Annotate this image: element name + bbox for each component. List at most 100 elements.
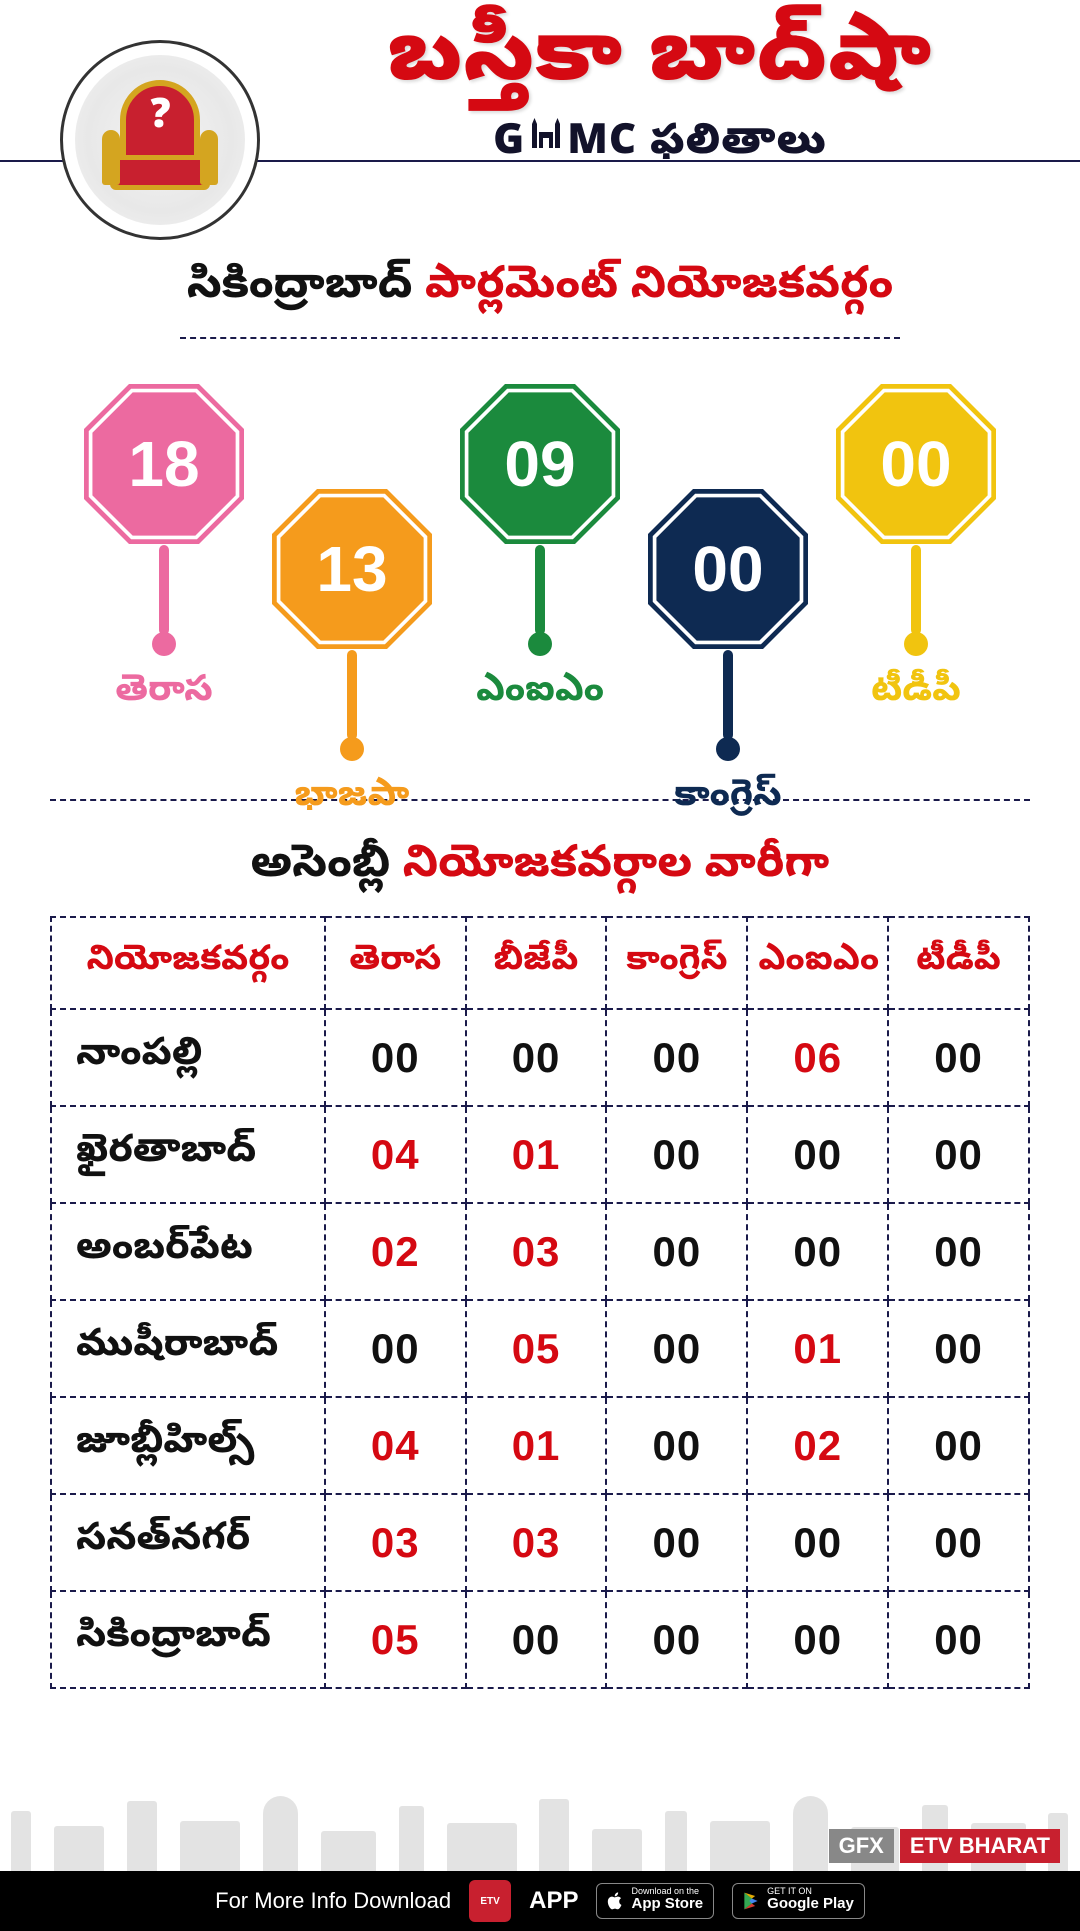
- constituency-name: నాంపల్లి: [51, 1009, 325, 1106]
- octagon-dot: [904, 632, 928, 656]
- section1-heading-red: పార్లమెంట్ నియోజకవర్గం: [425, 260, 893, 319]
- table-row: ఖైరతాబాద్0401000000: [51, 1106, 1029, 1203]
- result-cell: 04: [325, 1397, 466, 1494]
- result-cell: 00: [466, 1591, 607, 1688]
- charminar-icon: [529, 114, 563, 171]
- result-cell: 00: [888, 1009, 1029, 1106]
- octagon-dot: [716, 737, 740, 761]
- result-cell: 00: [606, 1203, 747, 1300]
- constituency-name: అంబర్‌పేట: [51, 1203, 325, 1300]
- gfx-label: GFX: [829, 1829, 894, 1863]
- table-header-cell: కాంగ్రెస్: [606, 917, 747, 1009]
- result-cell: 00: [888, 1106, 1029, 1203]
- party-label: కాంగ్రెస్: [674, 775, 781, 823]
- header: ? బస్తీకా బాద్‌షా GMC ఫలితాలు: [0, 0, 1080, 220]
- party-label: ఎంఐఎం: [476, 670, 604, 718]
- constituency-name: జూబ్లీహిల్స్: [51, 1397, 325, 1494]
- party-label: తెరాస: [115, 670, 213, 718]
- octagon-dot: [152, 632, 176, 656]
- section1-heading: సికింద్రాబాద్ పార్లమెంట్ నియోజకవర్గం: [50, 260, 1030, 319]
- table-header-cell: నియోజకవర్గం: [51, 917, 325, 1009]
- table-row: అంబర్‌పేట0203000000: [51, 1203, 1029, 1300]
- gfx-tag: GFX ETV BHARAT: [829, 1829, 1060, 1863]
- result-cell: 00: [747, 1494, 888, 1591]
- table-header-row: నియోజకవర్గంతెరాసబీజేపీకాంగ్రెస్ఎంఐఎంటీడీ…: [51, 917, 1029, 1009]
- table-header-cell: బీజేపీ: [466, 917, 607, 1009]
- googleplay-badge[interactable]: GET IT ON Google Play: [732, 1883, 865, 1919]
- sub-g: G: [493, 118, 525, 174]
- party-label: భాజపా: [295, 775, 410, 823]
- result-cell: 03: [325, 1494, 466, 1591]
- table-row: ముషీరాబాద్0005000100: [51, 1300, 1029, 1397]
- octagon-shape: 00: [831, 379, 1001, 549]
- result-cell: 02: [747, 1397, 888, 1494]
- etv-bharat-label: ETV BHARAT: [900, 1829, 1060, 1863]
- octagon-stem: [723, 650, 733, 740]
- octagon-dot: [340, 737, 364, 761]
- party-value: 00: [692, 532, 763, 606]
- result-cell: 00: [325, 1300, 466, 1397]
- octagon-dot: [528, 632, 552, 656]
- section2-heading: అసెంబ్లీ నియోజకవర్గాల వారీగా: [50, 839, 1030, 898]
- parliament-section: సికింద్రాబాద్ పార్లమెంట్ నియోజకవర్గం 18 త…: [0, 220, 1080, 839]
- section1-heading-black: సికింద్రాబాద్: [187, 260, 413, 319]
- footer-bar: For More Info Download ETV APP Download …: [0, 1871, 1080, 1931]
- results-table: నియోజకవర్గంతెరాసబీజేపీకాంగ్రెస్ఎంఐఎంటీడీ…: [50, 916, 1030, 1689]
- googleplay-big: Google Play: [767, 1896, 854, 1912]
- result-cell: 00: [466, 1009, 607, 1106]
- octagon-shape: 13: [267, 484, 437, 654]
- etv-app-icon: ETV: [469, 1880, 511, 1922]
- party-value: 00: [880, 427, 951, 501]
- table-row: సనత్‌నగర్0303000000: [51, 1494, 1029, 1591]
- table-header-cell: ఎంఐఎం: [747, 917, 888, 1009]
- result-cell: 00: [606, 1106, 747, 1203]
- result-cell: 03: [466, 1203, 607, 1300]
- result-cell: 00: [888, 1591, 1029, 1688]
- result-cell: 02: [325, 1203, 466, 1300]
- footer: GFX ETV BHARAT For More Info Download ET…: [0, 1791, 1080, 1931]
- appstore-big: App Store: [631, 1896, 703, 1912]
- octagon-shape: 18: [79, 379, 249, 549]
- table-header-cell: టీడీపీ: [888, 917, 1029, 1009]
- result-cell: 00: [325, 1009, 466, 1106]
- assembly-section: అసెంబ్లీ నియోజకవర్గాల వారీగా నియోజకవర్గం…: [0, 839, 1080, 1719]
- sub-title: GMC ఫలితాలు: [280, 114, 1040, 174]
- title-block: బస్తీకా బాద్‌షా GMC ఫలితాలు: [280, 18, 1040, 174]
- octagon-stem: [535, 545, 545, 635]
- app-word: APP: [529, 1887, 578, 1915]
- result-cell: 00: [606, 1591, 747, 1688]
- party-octagons-row: 18తెరాస13భాజపా09ఎంఐఎం00కాంగ్రెస్00టీడీపీ: [50, 369, 1030, 789]
- party-value: 09: [504, 427, 575, 501]
- party-octagon: 18 తెరాస: [74, 379, 254, 718]
- result-cell: 05: [466, 1300, 607, 1397]
- result-cell: 00: [747, 1591, 888, 1688]
- constituency-name: ముషీరాబాద్: [51, 1300, 325, 1397]
- party-value: 18: [128, 427, 199, 501]
- dash-divider-1: [180, 337, 900, 339]
- table-header-cell: తెరాస: [325, 917, 466, 1009]
- sub-mc: MC: [567, 118, 637, 174]
- throne-question-mark: ?: [100, 90, 220, 149]
- table-row: నాంపల్లి0000000600: [51, 1009, 1029, 1106]
- constituency-name: సనత్‌నగర్: [51, 1494, 325, 1591]
- result-cell: 01: [466, 1397, 607, 1494]
- result-cell: 00: [888, 1300, 1029, 1397]
- throne-badge: ?: [60, 40, 260, 240]
- result-cell: 00: [888, 1203, 1029, 1300]
- constituency-name: సికింద్రాబాద్: [51, 1591, 325, 1688]
- result-cell: 00: [747, 1203, 888, 1300]
- party-label: టీడీపీ: [871, 670, 961, 718]
- octagon-stem: [347, 650, 357, 740]
- section2-heading-black: అసెంబ్లీ: [251, 839, 391, 898]
- result-cell: 00: [606, 1300, 747, 1397]
- section2-heading-red: నియోజకవర్గాల వారీగా: [403, 839, 830, 898]
- party-octagon: 00 టీడీపీ: [826, 379, 1006, 718]
- table-row: జూబ్లీహిల్స్0401000200: [51, 1397, 1029, 1494]
- result-cell: 00: [606, 1397, 747, 1494]
- appstore-badge[interactable]: Download on the App Store: [596, 1883, 714, 1919]
- dash-divider-2: [50, 799, 1030, 801]
- result-cell: 00: [606, 1009, 747, 1106]
- result-cell: 01: [747, 1300, 888, 1397]
- result-cell: 06: [747, 1009, 888, 1106]
- octagon-stem: [159, 545, 169, 635]
